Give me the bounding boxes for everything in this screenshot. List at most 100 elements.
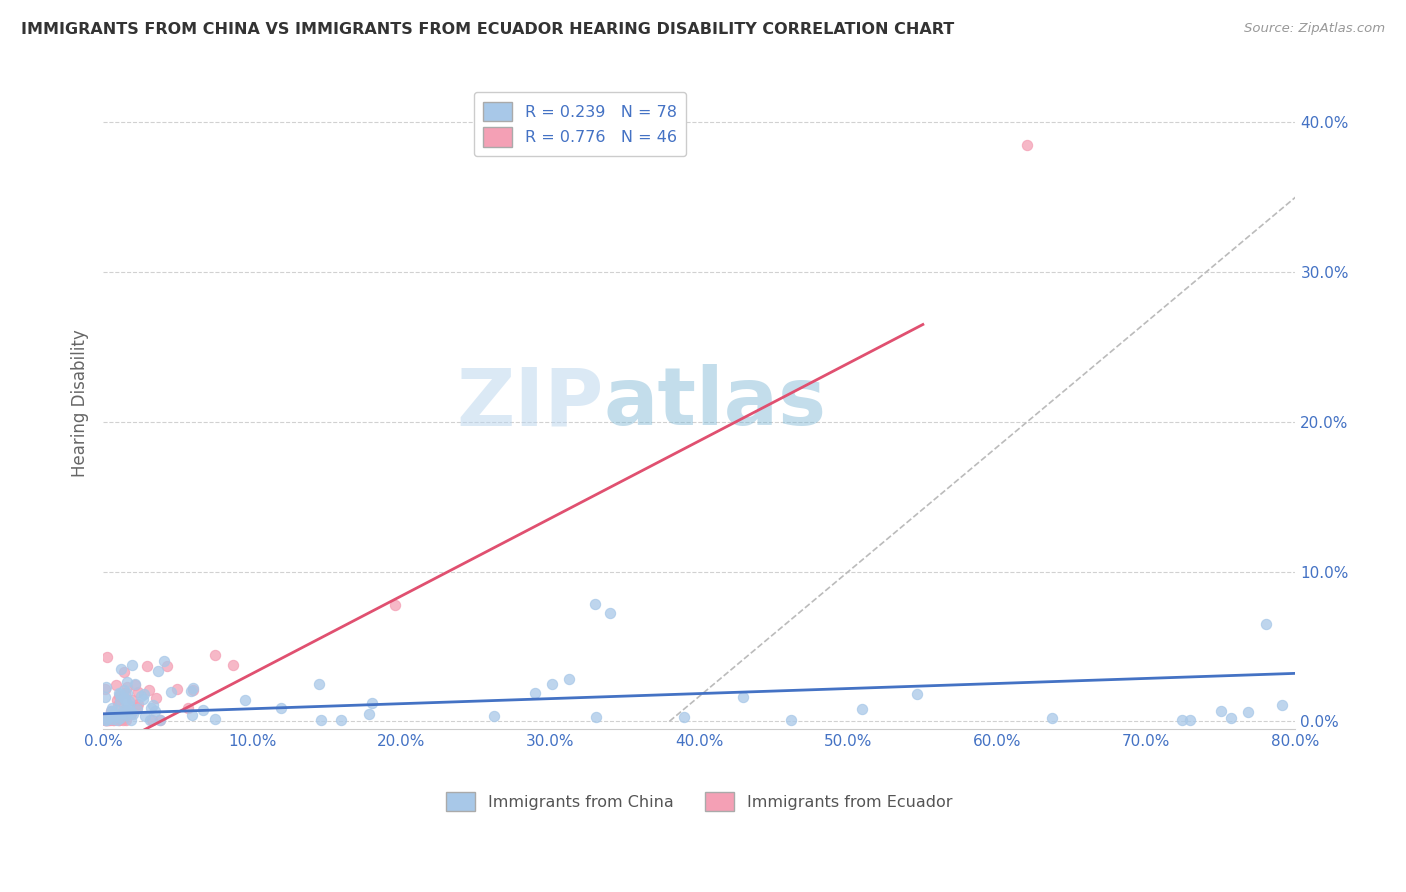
Point [112, 665, 135, 679]
Point [112, 713, 135, 727]
Point [127, 697, 149, 711]
Point [121, 693, 143, 707]
Point [129, 689, 152, 703]
Point [132, 691, 155, 706]
Point [599, 607, 621, 621]
Point [523, 686, 546, 700]
Point [673, 710, 696, 724]
Point [138, 683, 160, 698]
Point [156, 658, 179, 673]
Point [139, 701, 162, 715]
Point [118, 698, 141, 713]
Point [118, 693, 141, 707]
Point [104, 707, 127, 722]
Point [101, 712, 124, 726]
Point [204, 712, 226, 726]
Point [104, 703, 127, 717]
Point [117, 675, 139, 690]
Point [141, 713, 163, 727]
Point [541, 677, 564, 691]
Point [482, 709, 505, 723]
Point [97, 713, 120, 727]
Point [149, 713, 172, 727]
Point [110, 711, 132, 725]
Point [112, 683, 135, 698]
Point [100, 701, 122, 715]
Point [94, 713, 117, 727]
Point [112, 705, 135, 719]
Point [148, 713, 170, 727]
Point [115, 686, 138, 700]
Text: ZIP: ZIP [457, 364, 605, 442]
Point [107, 698, 129, 713]
Point [160, 685, 183, 699]
Point [94, 711, 117, 725]
Point [104, 678, 127, 692]
Text: Source: ZipAtlas.com: Source: ZipAtlas.com [1244, 22, 1385, 36]
Point [176, 701, 198, 715]
Point [384, 599, 406, 613]
Point [101, 706, 124, 721]
Point [100, 704, 122, 718]
Point [124, 678, 146, 692]
Point [134, 688, 156, 702]
Point [127, 685, 149, 699]
Point [308, 677, 330, 691]
Point [1040, 711, 1063, 725]
Point [1254, 616, 1277, 631]
Point [191, 703, 214, 717]
Point [114, 707, 136, 722]
Point [851, 702, 873, 716]
Point [96, 713, 118, 727]
Point [103, 713, 125, 727]
Point [127, 702, 149, 716]
Point [181, 707, 204, 722]
Point [146, 664, 169, 678]
Point [108, 713, 131, 727]
Point [115, 713, 138, 727]
Point [1017, 137, 1039, 152]
Point [94, 682, 117, 697]
Point [181, 681, 204, 696]
Point [108, 694, 131, 708]
Point [1209, 704, 1232, 718]
Point [117, 681, 139, 695]
Point [143, 704, 166, 718]
Point [180, 684, 202, 698]
Point [733, 690, 755, 704]
Point [166, 682, 188, 697]
Point [270, 701, 292, 715]
Point [111, 706, 134, 721]
Text: IMMIGRANTS FROM CHINA VS IMMIGRANTS FROM ECUADOR HEARING DISABILITY CORRELATION : IMMIGRANTS FROM CHINA VS IMMIGRANTS FROM… [21, 22, 955, 37]
Point [94, 713, 117, 727]
Point [105, 693, 128, 707]
Point [96, 650, 118, 665]
Point [1271, 698, 1294, 712]
Point [142, 698, 165, 712]
Point [104, 708, 127, 723]
Point [311, 713, 333, 727]
Point [110, 687, 132, 701]
Point [117, 703, 139, 717]
Point [905, 688, 928, 702]
Point [780, 713, 803, 727]
Point [100, 705, 122, 719]
Point [139, 713, 162, 727]
Point [1178, 713, 1201, 727]
Point [94, 713, 117, 727]
Point [93, 713, 115, 727]
Point [105, 713, 128, 727]
Point [114, 703, 136, 717]
Point [124, 677, 146, 691]
Point [153, 654, 176, 668]
Point [101, 710, 124, 724]
Point [1171, 713, 1194, 727]
Point [1237, 705, 1260, 719]
Point [108, 686, 131, 700]
Point [120, 713, 142, 727]
Text: atlas: atlas [605, 364, 827, 442]
Point [204, 648, 226, 662]
Point [94, 713, 117, 727]
Point [115, 695, 138, 709]
Point [145, 691, 167, 706]
